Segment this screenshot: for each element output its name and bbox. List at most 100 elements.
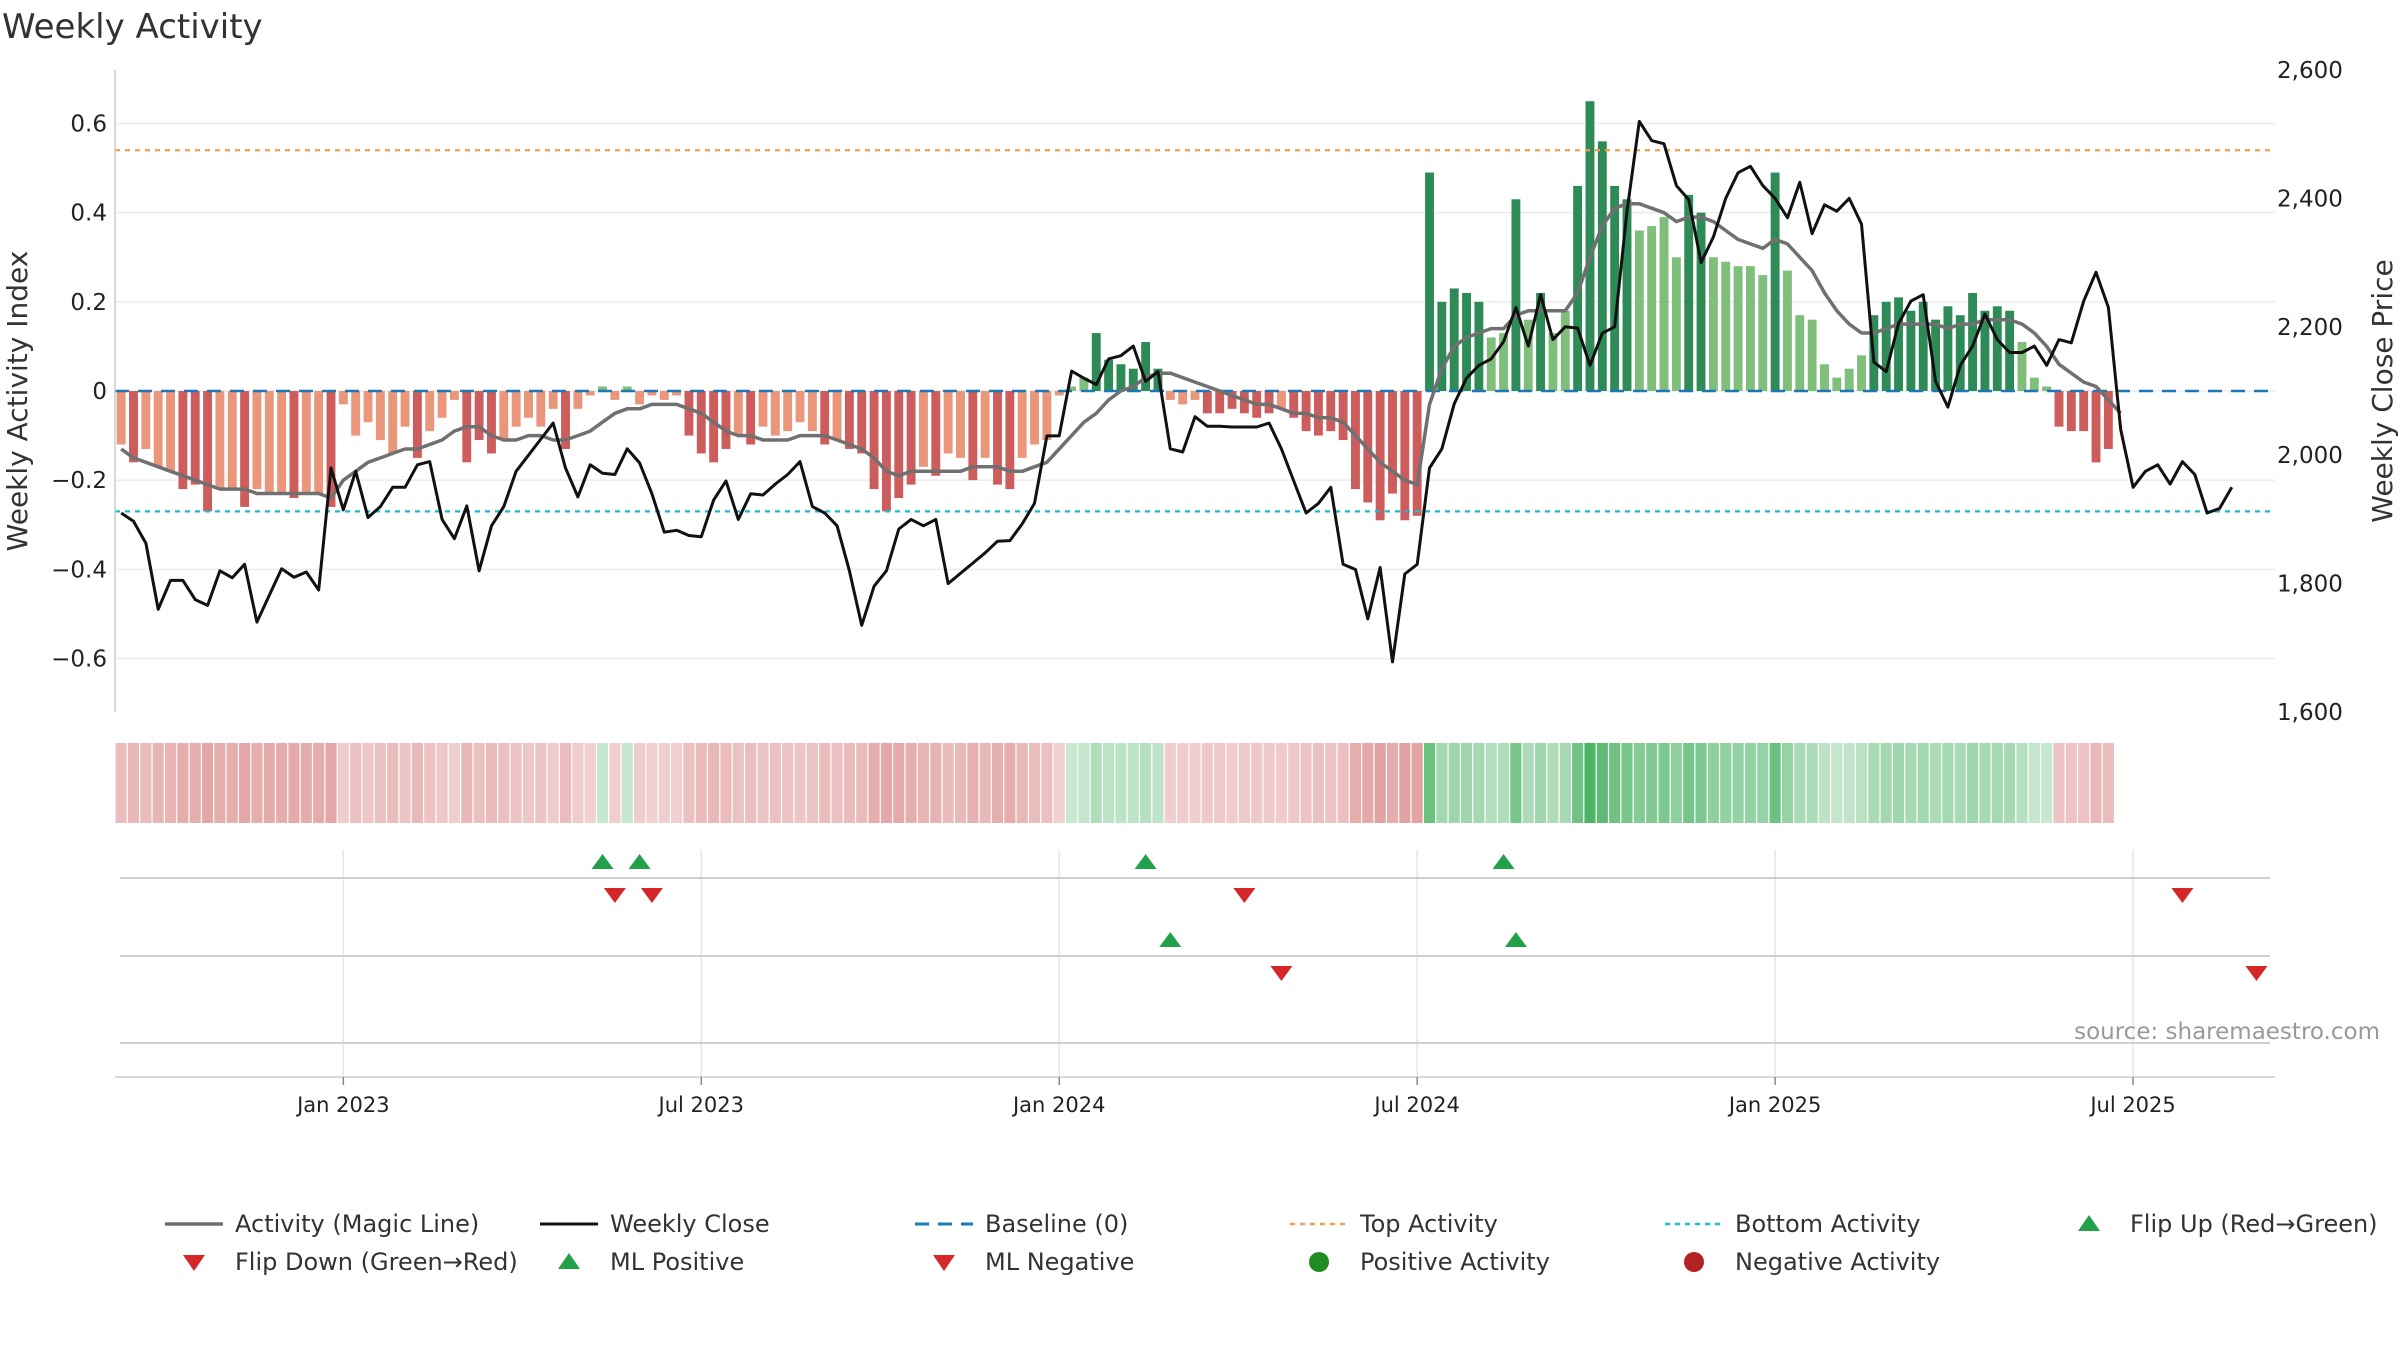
line-series — [120, 119, 2234, 664]
heat-cell — [1115, 743, 1127, 823]
activity-bar — [931, 391, 941, 476]
activity-bar — [1894, 297, 1903, 391]
activity-bar — [1499, 333, 1509, 391]
heat-cell — [732, 743, 744, 823]
heat-cell — [2016, 743, 2028, 823]
activity-bar — [894, 391, 904, 498]
activity-bar — [857, 391, 867, 454]
flip-down-marker — [603, 888, 626, 903]
flip-up-marker — [628, 854, 651, 869]
activity-bar — [1005, 391, 1015, 490]
heat-cell — [2004, 743, 2016, 823]
heat-cell — [485, 743, 498, 823]
activity-bar — [1104, 359, 1114, 391]
heat-cell — [1609, 743, 1621, 823]
activity-bar — [1610, 185, 1620, 391]
activity-bar — [1091, 333, 1101, 391]
activity-bar — [1820, 364, 1829, 391]
activity-bar — [178, 391, 188, 490]
heat-cell — [1744, 743, 1756, 823]
activity-bar — [1449, 288, 1459, 391]
heat-cell — [1732, 743, 1744, 823]
activity-bar — [1906, 310, 1916, 391]
heat-cell — [288, 743, 300, 823]
heat-cell — [1473, 743, 1485, 823]
activity-bar — [832, 391, 842, 441]
activity-bar — [746, 391, 756, 445]
heat-cell — [1695, 743, 1707, 823]
heat-cell — [1683, 743, 1695, 823]
x-tick-label: Jul 2023 — [657, 1093, 744, 1117]
heat-cell — [498, 743, 510, 823]
activity-bar — [1634, 230, 1644, 391]
activity-bar — [733, 391, 743, 436]
heat-cell — [1066, 743, 1078, 823]
heat-cell — [695, 743, 707, 823]
heat-cell — [313, 743, 325, 823]
activity-bar — [1721, 261, 1731, 391]
heat-cell — [1967, 743, 1979, 823]
heat-cell — [1041, 743, 1053, 823]
activity-bar — [635, 391, 645, 405]
activity-bar — [301, 391, 311, 494]
activity-bar — [1474, 301, 1484, 391]
activity-bar — [906, 391, 916, 485]
heat-cell — [2102, 743, 2114, 823]
heat-cell — [239, 743, 251, 823]
activity-bar — [1523, 319, 1533, 391]
heat-cell — [1707, 743, 1719, 823]
legend-swatch — [2078, 1215, 2100, 1231]
source-credit: source: sharemaestro.com — [2074, 1019, 2380, 1045]
left-tick-label: −0.6 — [51, 647, 107, 673]
x-tick-label: Jul 2025 — [2088, 1093, 2175, 1117]
heat-cell — [1794, 743, 1806, 823]
heat-cell — [634, 743, 646, 823]
legend-item-neg_act: Negative Activity — [1684, 1248, 1940, 1276]
heat-cell — [1979, 743, 1991, 823]
heat-cell — [522, 743, 535, 823]
legend-swatch — [1684, 1252, 1704, 1272]
legend-item-baseline: Baseline (0) — [915, 1210, 1128, 1238]
legend-swatch — [183, 1255, 205, 1271]
activity-bar — [289, 391, 299, 498]
activity-bar — [1178, 391, 1188, 405]
activity-bar — [1351, 391, 1360, 490]
x-tick-label: Jul 2024 — [1372, 1093, 1459, 1117]
heat-cell — [1991, 743, 2003, 823]
flip-down-marker — [640, 888, 663, 903]
heat-cell — [708, 743, 720, 823]
legend-swatch — [558, 1253, 580, 1269]
heat-cell — [1127, 743, 1139, 823]
activity-bar — [203, 391, 213, 512]
activity-bar — [1536, 292, 1546, 391]
heat-cell — [1349, 743, 1362, 823]
activity-bar — [807, 391, 817, 432]
activity-bar — [1832, 377, 1842, 391]
heat-cell — [893, 743, 905, 823]
heat-cell — [1263, 743, 1275, 823]
heat-cell — [115, 743, 127, 823]
legend-label: ML Positive — [610, 1248, 744, 1276]
activity-bar — [1622, 199, 1632, 391]
activity-bar — [1943, 306, 1953, 391]
activity-bar — [1770, 172, 1780, 391]
heat-cell — [1238, 743, 1250, 823]
activity-bar — [1462, 292, 1471, 391]
activity-bar — [277, 391, 287, 494]
activity-bar — [1647, 226, 1657, 391]
legend-item-bottom: Bottom Activity — [1665, 1210, 1920, 1238]
heat-cell — [757, 743, 769, 823]
ml-negative-marker — [2245, 966, 2268, 981]
heat-cell — [1164, 743, 1176, 823]
heat-cell — [1905, 743, 1917, 823]
heat-cell — [2028, 743, 2040, 823]
activity-bar — [487, 391, 496, 454]
right-tick-label: 2,000 — [2277, 443, 2343, 469]
activity-bar — [1955, 315, 1965, 391]
heat-cell — [819, 743, 831, 823]
activity-bar — [919, 391, 928, 467]
heat-cell — [1140, 743, 1152, 823]
heat-cell — [2078, 743, 2090, 823]
heat-cell — [1374, 743, 1386, 823]
